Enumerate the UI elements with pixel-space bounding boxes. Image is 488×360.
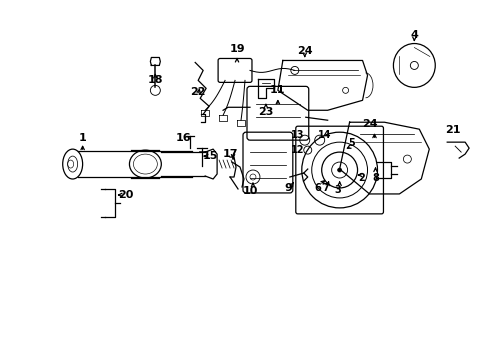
- Text: 24: 24: [296, 45, 312, 55]
- Text: 24: 24: [361, 119, 377, 129]
- Text: 2: 2: [357, 173, 364, 183]
- Text: 6: 6: [314, 183, 321, 193]
- Text: 19: 19: [229, 44, 244, 54]
- Text: 17: 17: [222, 149, 237, 159]
- Text: 1: 1: [79, 133, 86, 143]
- Text: 11: 11: [269, 85, 285, 95]
- Text: 3: 3: [334, 185, 340, 195]
- Text: 13: 13: [290, 130, 304, 140]
- Text: 16: 16: [175, 133, 191, 143]
- Text: 14: 14: [317, 130, 331, 140]
- Text: 21: 21: [445, 125, 460, 135]
- Text: 10: 10: [242, 186, 257, 196]
- Text: 12: 12: [290, 145, 304, 155]
- Text: 7: 7: [322, 183, 328, 193]
- Text: 5: 5: [347, 138, 354, 148]
- Text: 4: 4: [409, 30, 417, 40]
- Text: 18: 18: [147, 75, 163, 85]
- Text: 8: 8: [371, 173, 378, 183]
- Text: 20: 20: [118, 190, 133, 200]
- Text: 15: 15: [202, 151, 217, 161]
- Text: 23: 23: [258, 107, 273, 117]
- Text: 9: 9: [284, 183, 291, 193]
- Circle shape: [337, 168, 341, 172]
- Text: 22: 22: [190, 87, 205, 97]
